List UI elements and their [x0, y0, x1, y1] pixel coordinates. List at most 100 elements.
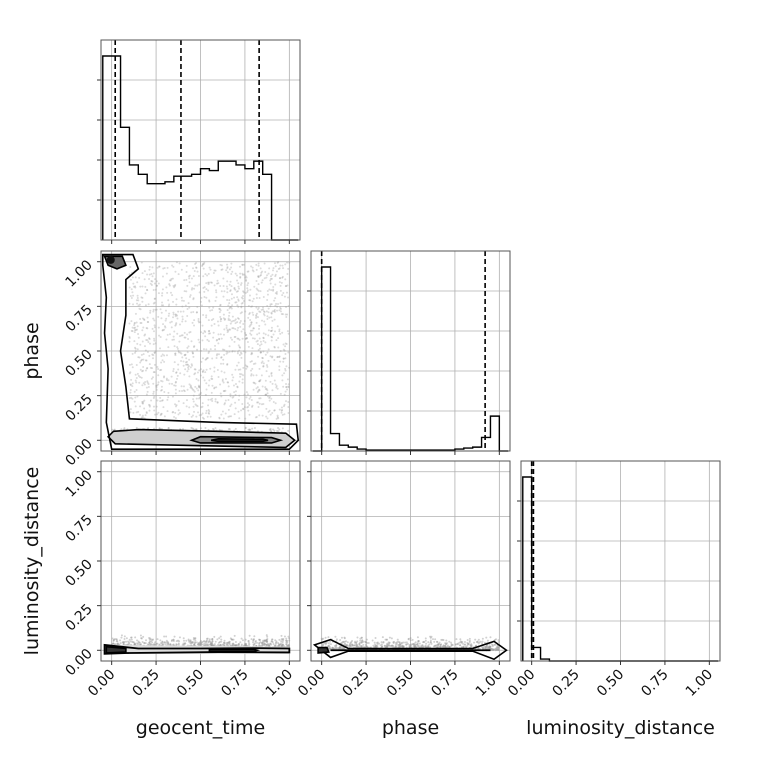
scatter-point — [160, 368, 163, 371]
scatter-point — [115, 638, 118, 641]
scatter-point — [198, 642, 201, 645]
scatter-point — [141, 272, 144, 275]
scatter-point — [254, 382, 257, 385]
scatter-point — [191, 351, 194, 354]
scatter-point — [135, 388, 138, 391]
scatter-point — [266, 365, 269, 368]
scatter-point — [112, 638, 115, 641]
scatter-point — [184, 353, 187, 356]
scatter-point — [253, 427, 256, 430]
scatter-point — [167, 427, 170, 430]
scatter-point — [234, 301, 237, 304]
scatter-point — [279, 289, 282, 292]
scatter-point — [282, 267, 285, 270]
scatter-point — [273, 409, 276, 412]
scatter-point — [272, 333, 275, 336]
scatter-point — [398, 645, 401, 648]
scatter-point — [235, 644, 238, 647]
scatter-point — [248, 429, 251, 432]
scatter-point — [263, 314, 266, 317]
scatter-point — [142, 365, 145, 368]
scatter-point — [207, 640, 210, 643]
scatter-point — [219, 644, 222, 647]
scatter-point — [392, 641, 395, 644]
scatter-point — [224, 389, 227, 392]
scatter-point — [276, 355, 279, 358]
scatter-point — [285, 641, 288, 644]
scatter-point — [168, 312, 171, 315]
scatter-point — [140, 296, 143, 299]
scatter-point — [258, 380, 261, 383]
scatter-point — [351, 643, 354, 646]
scatter-point — [190, 385, 193, 388]
scatter-point — [165, 635, 168, 638]
scatter-point — [137, 374, 140, 377]
scatter-point — [269, 305, 272, 308]
scatter-point — [327, 636, 330, 639]
scatter-point — [173, 286, 176, 289]
scatter-point — [349, 641, 352, 644]
scatter-point — [277, 430, 280, 433]
scatter-point — [136, 325, 139, 328]
scatter-point — [245, 396, 248, 399]
scatter-point — [244, 291, 247, 294]
scatter-point — [286, 378, 289, 381]
scatter-point — [191, 641, 194, 644]
scatter-point — [195, 387, 198, 390]
scatter-point — [152, 330, 155, 333]
scatter-point — [287, 351, 290, 354]
scatter-point — [205, 640, 208, 643]
scatter-point — [192, 310, 195, 313]
scatter-point — [228, 428, 231, 431]
scatter-point — [266, 642, 269, 645]
x-tick-label: 0.50 — [384, 667, 417, 700]
scatter-point — [198, 283, 201, 286]
scatter-point — [126, 643, 129, 646]
scatter-point — [149, 642, 152, 645]
scatter-point — [153, 371, 156, 374]
scatter-point — [195, 641, 198, 644]
scatter-point — [260, 644, 263, 647]
scatter-point — [283, 372, 286, 375]
x-tick-label: 0.25 — [130, 667, 163, 700]
scatter-point — [260, 281, 263, 284]
scatter-point — [244, 337, 247, 340]
scatter-point — [236, 352, 239, 355]
scatter-point — [401, 645, 404, 648]
scatter-point — [423, 645, 426, 648]
scatter-point — [242, 350, 245, 353]
scatter-point — [256, 390, 259, 393]
scatter-point — [469, 644, 472, 647]
scatter-point — [140, 359, 143, 362]
scatter-point — [244, 275, 247, 278]
scatter-point — [219, 392, 222, 395]
scatter-point — [151, 353, 154, 356]
x-tick-label: 1.00 — [683, 667, 716, 700]
scatter-point — [285, 383, 288, 386]
scatter-point — [212, 427, 215, 430]
scatter-point — [417, 644, 420, 647]
scatter-point — [242, 408, 245, 411]
scatter-point — [145, 339, 148, 342]
scatter-point — [467, 642, 470, 645]
scatter-point — [174, 352, 177, 355]
scatter-point — [197, 384, 200, 387]
scatter-point — [265, 393, 268, 396]
scatter-point — [165, 354, 168, 357]
scatter-point — [249, 288, 252, 291]
scatter-point — [178, 262, 181, 265]
scatter-point — [280, 411, 283, 414]
scatter-point — [226, 309, 229, 312]
scatter-point — [194, 385, 197, 388]
scatter-point — [244, 644, 247, 647]
scatter-point — [170, 326, 173, 329]
scatter-point — [399, 643, 402, 646]
scatter-point — [142, 353, 145, 356]
scatter-point — [128, 322, 131, 325]
scatter-point — [262, 306, 265, 309]
scatter-point — [153, 326, 156, 329]
scatter-point — [416, 643, 419, 646]
scatter-point — [152, 272, 155, 275]
scatter-point — [195, 266, 198, 269]
scatter-point — [248, 325, 251, 328]
